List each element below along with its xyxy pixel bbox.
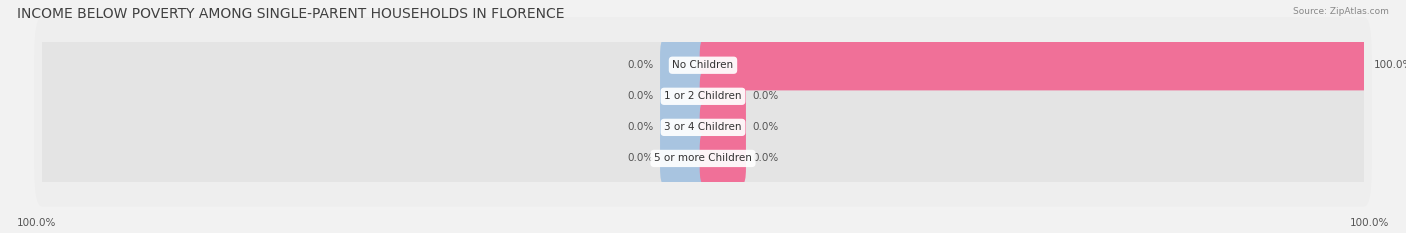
Text: 100.0%: 100.0% (17, 218, 56, 228)
FancyBboxPatch shape (37, 124, 1369, 193)
Text: 0.0%: 0.0% (752, 91, 779, 101)
FancyBboxPatch shape (37, 62, 1369, 131)
FancyBboxPatch shape (700, 133, 747, 184)
Text: 1 or 2 Children: 1 or 2 Children (664, 91, 742, 101)
FancyBboxPatch shape (34, 48, 1372, 144)
Text: 5 or more Children: 5 or more Children (654, 154, 752, 163)
Text: INCOME BELOW POVERTY AMONG SINGLE-PARENT HOUSEHOLDS IN FLORENCE: INCOME BELOW POVERTY AMONG SINGLE-PARENT… (17, 7, 564, 21)
Text: 0.0%: 0.0% (627, 154, 654, 163)
Legend: Single Father, Single Mother: Single Father, Single Mother (600, 230, 806, 233)
FancyBboxPatch shape (37, 31, 1369, 100)
Text: 3 or 4 Children: 3 or 4 Children (664, 122, 742, 132)
Text: Source: ZipAtlas.com: Source: ZipAtlas.com (1294, 7, 1389, 16)
FancyBboxPatch shape (700, 102, 747, 153)
Text: No Children: No Children (672, 60, 734, 70)
Text: 100.0%: 100.0% (1374, 60, 1406, 70)
FancyBboxPatch shape (34, 79, 1372, 175)
FancyBboxPatch shape (659, 133, 706, 184)
Text: 0.0%: 0.0% (752, 154, 779, 163)
Text: 0.0%: 0.0% (752, 122, 779, 132)
Text: 0.0%: 0.0% (627, 122, 654, 132)
FancyBboxPatch shape (37, 93, 1369, 162)
FancyBboxPatch shape (34, 110, 1372, 207)
FancyBboxPatch shape (700, 71, 747, 121)
Text: 0.0%: 0.0% (627, 60, 654, 70)
FancyBboxPatch shape (34, 17, 1372, 113)
FancyBboxPatch shape (659, 71, 706, 121)
FancyBboxPatch shape (659, 102, 706, 153)
FancyBboxPatch shape (700, 40, 1367, 90)
FancyBboxPatch shape (659, 40, 706, 90)
Text: 0.0%: 0.0% (627, 91, 654, 101)
Text: 100.0%: 100.0% (1350, 218, 1389, 228)
